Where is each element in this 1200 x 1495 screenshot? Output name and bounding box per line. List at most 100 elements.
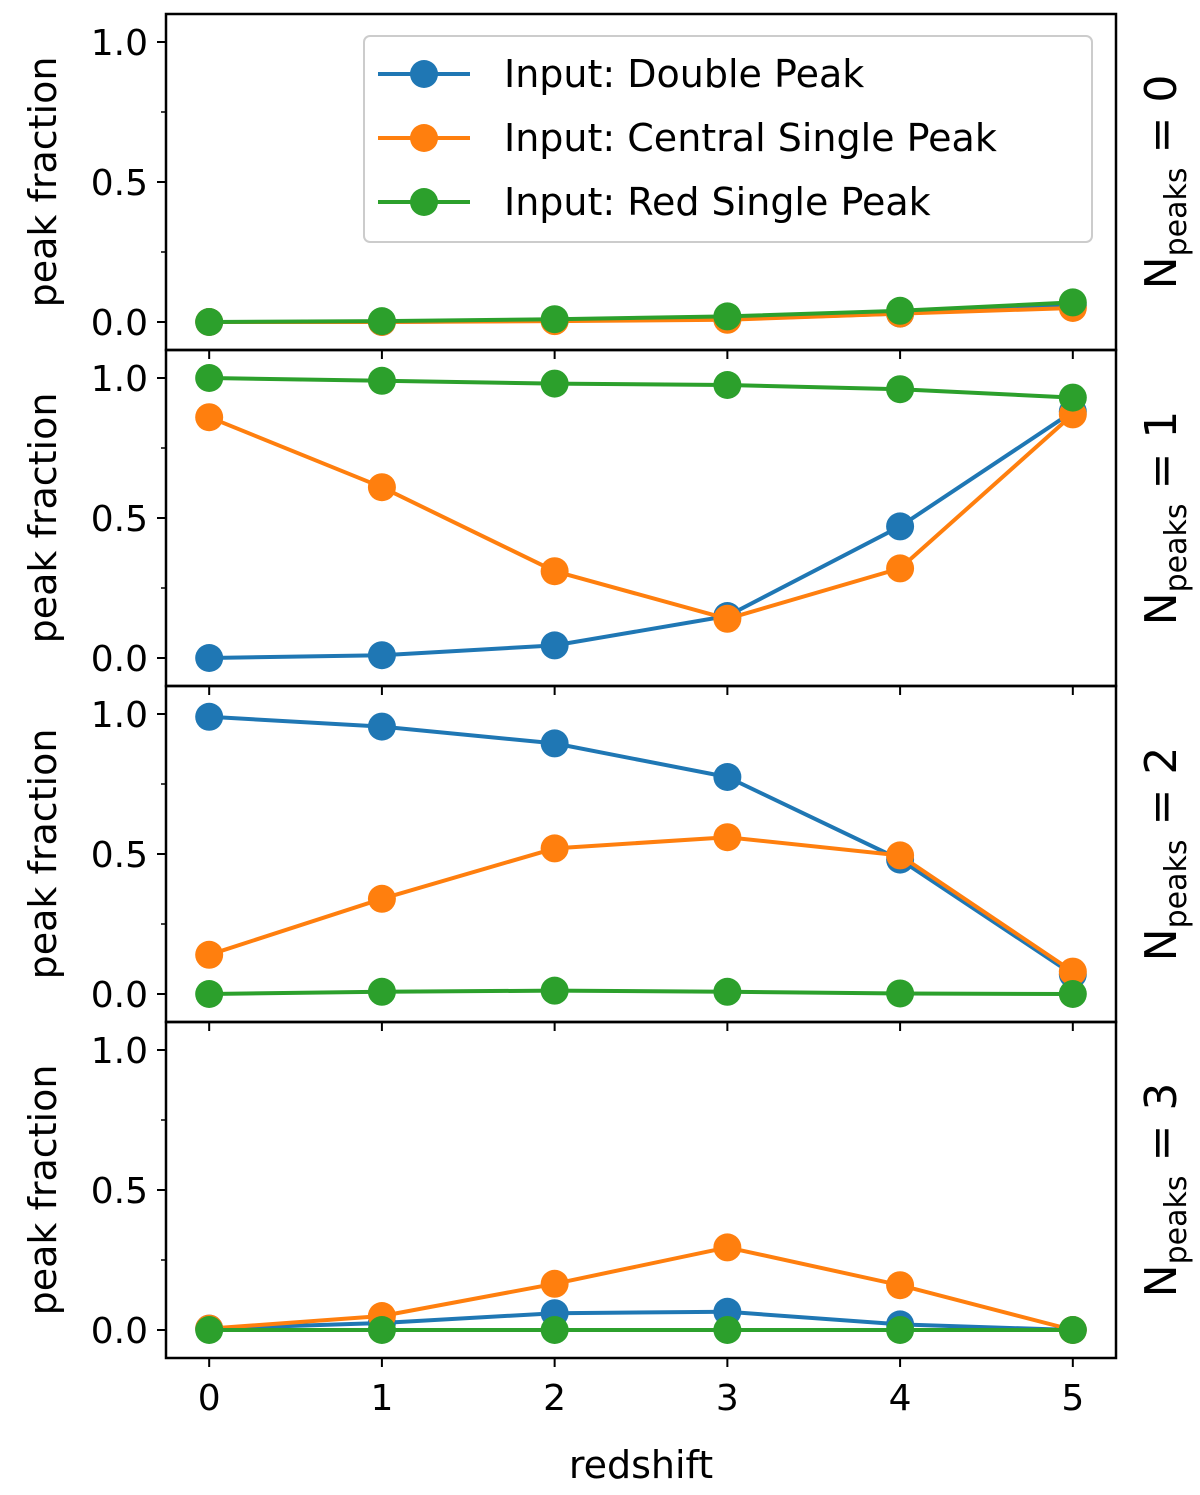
data-point-red — [886, 979, 915, 1008]
data-point-double — [195, 702, 224, 731]
y-tick-label: 0.0 — [91, 975, 148, 1016]
panel-1: 0.0 0.5 1.0 peak fraction Npeaks = 1 — [21, 348, 1194, 695]
panel-label-rest: = 3 — [1136, 1083, 1187, 1176]
panel-label: Npeaks = 1 — [1136, 411, 1194, 626]
data-point-central — [540, 557, 569, 586]
panel-frame — [164, 684, 1118, 1024]
x-tick-label: 2 — [543, 1378, 566, 1419]
data-point-central — [367, 473, 396, 502]
panel-label-sub: peaks — [1159, 840, 1194, 929]
panels-layer: 0.0 0.5 1.0 peak fraction Npeaks = 0 0.0 0.5 1.… — [21, 12, 1194, 1419]
data-point-red — [367, 307, 396, 336]
data-point-double — [367, 641, 396, 670]
data-point-central — [886, 841, 915, 870]
series-line-double — [209, 714, 1074, 977]
data-point-central — [540, 1269, 569, 1298]
panel-label-sub: peaks — [1159, 504, 1194, 593]
y-axis-label: peak fraction — [21, 729, 65, 980]
data-point-central — [540, 834, 569, 863]
data-point-double — [195, 644, 224, 672]
data-point-red — [1058, 980, 1087, 1008]
data-point-red — [195, 1316, 224, 1344]
panel-3: 0.0 0.5 1.0 peak fraction Npeaks = 3 — [21, 1020, 1194, 1367]
legend-marker-red — [410, 188, 438, 216]
panel-label-sub: peaks — [1159, 168, 1194, 257]
y-tick-label: 0.0 — [91, 639, 148, 680]
data-point-central — [367, 884, 396, 913]
series-line-central — [208, 412, 1075, 621]
panel-label-sub: peaks — [1159, 1176, 1194, 1265]
data-point-red — [713, 302, 742, 331]
y-tick-label: 1.0 — [91, 23, 148, 64]
y-tick-label: 1.0 — [91, 359, 148, 400]
data-point-central — [195, 940, 224, 969]
legend: Input: Double Peak Input: Central Single … — [363, 35, 1093, 243]
data-point-red — [713, 1316, 742, 1344]
data-point-red — [540, 305, 569, 334]
panel-label-rest: = 1 — [1136, 411, 1187, 504]
data-point-double — [713, 763, 742, 791]
x-tick-label: 0 — [198, 1378, 221, 1419]
data-point-red — [540, 1316, 569, 1344]
legend-marker-double — [410, 60, 438, 88]
data-point-red — [713, 371, 742, 399]
x-tick-label: 4 — [889, 1378, 912, 1419]
panel-frame — [164, 348, 1118, 688]
data-point-red — [195, 364, 224, 392]
data-point-central — [195, 403, 224, 432]
x-tick-label: 5 — [1061, 1378, 1084, 1419]
data-point-red — [1058, 288, 1087, 317]
series-line-red — [209, 300, 1073, 324]
data-point-red — [886, 1316, 915, 1344]
data-point-red — [540, 976, 569, 1005]
data-point-red — [367, 1316, 396, 1344]
panel-label-rest: = 0 — [1136, 75, 1187, 168]
y-tick-label: 1.0 — [91, 1031, 148, 1072]
data-point-red — [367, 977, 396, 1006]
panel-label: Npeaks = 0 — [1136, 75, 1194, 290]
data-point-double — [540, 729, 569, 758]
data-point-central — [713, 1233, 742, 1262]
data-point-central — [886, 554, 915, 583]
data-point-red — [195, 308, 224, 336]
series-line-central — [209, 1245, 1074, 1332]
panel-label: Npeaks = 2 — [1136, 747, 1194, 962]
panel-label-main: N — [1136, 928, 1187, 961]
data-point-red — [713, 977, 742, 1006]
panel-label-main: N — [1136, 1264, 1187, 1297]
y-tick-label: 0.5 — [91, 835, 148, 876]
y-tick-label: 0.5 — [91, 163, 148, 204]
data-point-central — [713, 604, 742, 633]
series-line-central — [208, 835, 1074, 974]
data-point-red — [540, 369, 569, 398]
series-line-double — [209, 409, 1074, 660]
panel-label-rest: = 2 — [1136, 747, 1187, 840]
y-axis-label: peak fraction — [21, 1065, 65, 1316]
data-point-central — [1058, 957, 1087, 986]
panel-frame — [164, 1020, 1118, 1360]
series-line-red — [209, 988, 1073, 996]
y-tick-label: 0.0 — [91, 1311, 148, 1352]
legend-label-double: Input: Double Peak — [504, 52, 864, 96]
data-point-double — [886, 512, 915, 541]
y-tick-label: 0.5 — [91, 1171, 148, 1212]
data-point-central — [713, 823, 742, 852]
panel-label-main: N — [1136, 256, 1187, 289]
panel-label-main: N — [1136, 592, 1187, 625]
y-axis-label: peak fraction — [21, 57, 65, 308]
y-tick-label: 0.5 — [91, 499, 148, 540]
panel-0: 0.0 0.5 1.0 peak fraction Npeaks = 0 — [21, 12, 1194, 359]
y-axis-label: peak fraction — [21, 393, 65, 644]
x-tick-label: 3 — [716, 1378, 739, 1419]
data-point-red — [1058, 1316, 1087, 1344]
data-point-red — [195, 980, 224, 1008]
legend-label-central: Input: Central Single Peak — [504, 116, 997, 160]
legend-box — [363, 35, 1093, 243]
panel-label: Npeaks = 3 — [1136, 1083, 1194, 1298]
series-line-double — [209, 1309, 1073, 1332]
panel-2: 0.0 0.5 1.0 peak fraction Npeaks = 2 — [21, 684, 1194, 1031]
x-axis-label: redshift — [569, 1443, 713, 1487]
legend-marker-central — [410, 124, 438, 152]
series-line-red — [209, 376, 1073, 400]
